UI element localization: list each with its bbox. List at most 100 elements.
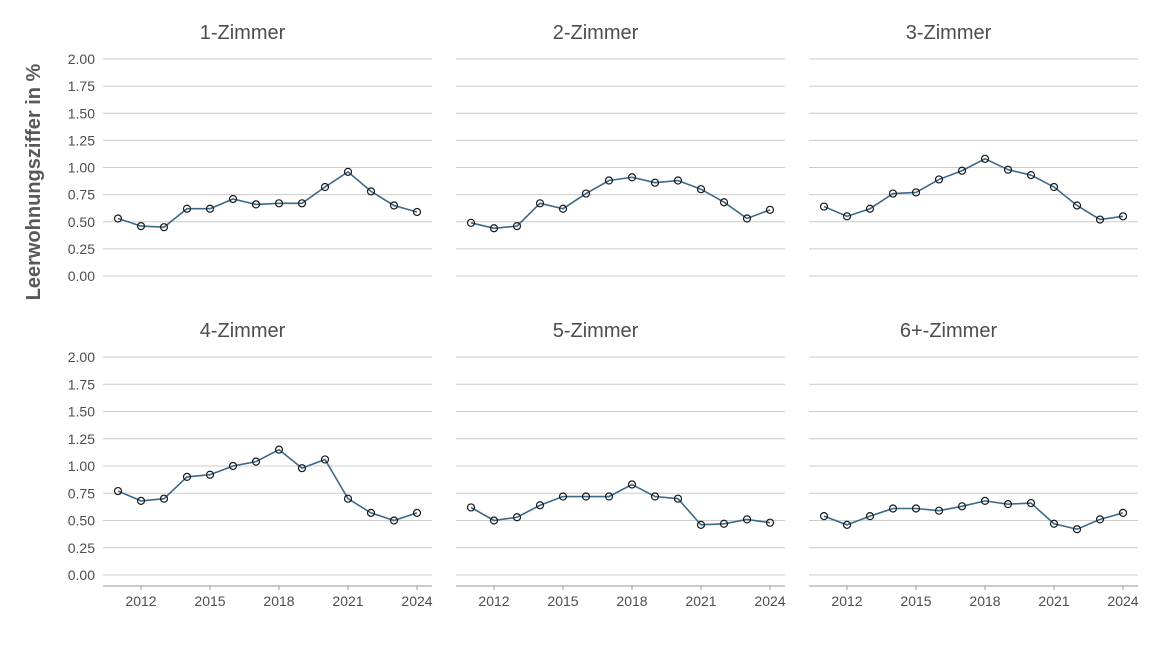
x-tick-label: 2012 (831, 593, 862, 609)
x-tick-label: 2012 (125, 593, 156, 609)
facet-2-Zimmer: 2-Zimmer (456, 22, 785, 277)
facet-title: 1-Zimmer (200, 22, 286, 44)
data-point (1095, 215, 1105, 224)
data-point (274, 199, 284, 208)
x-tick-label: 2024 (1107, 593, 1138, 609)
data-point (673, 494, 683, 503)
facet-title: 3-Zimmer (906, 22, 992, 44)
data-point (957, 166, 967, 175)
data-point (558, 204, 568, 213)
facet-title: 2-Zimmer (553, 22, 639, 44)
y-tick-label: 1.75 (68, 376, 95, 392)
data-point (320, 455, 330, 464)
data-point (696, 185, 706, 194)
x-tick-label: 2021 (1038, 593, 1069, 609)
data-point (136, 221, 146, 231)
data-point (742, 515, 752, 524)
data-point (182, 204, 192, 213)
data-point (934, 175, 944, 184)
data-point (489, 224, 499, 233)
data-point (1118, 212, 1128, 221)
data-point (297, 464, 307, 473)
data-point (159, 494, 169, 503)
facet-5-Zimmer: 5-Zimmer 2012 2015 2018 2021 2024 (456, 320, 786, 609)
data-point (719, 519, 729, 528)
data-point (535, 199, 545, 208)
data-point (650, 178, 660, 187)
data-point (558, 492, 568, 501)
data-point (604, 492, 614, 501)
y-tick-label: 1.75 (68, 78, 95, 94)
y-tick-label: 1.00 (68, 458, 95, 474)
data-point (343, 167, 353, 176)
y-tick-label: 0.25 (68, 540, 95, 556)
data-point (489, 516, 499, 525)
data-point (819, 512, 829, 521)
y-tick-label: 2.00 (68, 51, 95, 67)
y-tick-label: 0.75 (68, 485, 95, 501)
data-point (136, 496, 146, 505)
x-tick-label: 2015 (547, 593, 578, 609)
y-tick-label: 0.00 (68, 567, 95, 583)
y-tick-label: 1.50 (68, 105, 95, 121)
y-tick-label: 0.75 (68, 187, 95, 203)
series-line (470, 483, 771, 526)
data-point (228, 194, 238, 204)
series-line (470, 176, 771, 230)
data-point (343, 494, 353, 503)
data-point (1026, 170, 1036, 180)
data-point (650, 492, 660, 501)
y-tick-label: 1.25 (68, 431, 95, 447)
data-point (205, 470, 215, 479)
facet-4-Zimmer: 4-Zimmer 0.00 0.25 0.50 0.75 1.00 1.25 1.50 1.75… (68, 320, 433, 609)
y-tick-label: 0.25 (68, 241, 95, 257)
x-tick-label: 2015 (900, 593, 931, 609)
x-tick-label: 2018 (263, 593, 294, 609)
data-point (673, 176, 683, 185)
data-point (512, 513, 522, 522)
data-point (251, 457, 261, 466)
data-point (911, 188, 921, 197)
series-line (117, 170, 418, 228)
x-tick-label: 2015 (194, 593, 225, 609)
data-point (389, 201, 399, 210)
data-point (581, 492, 591, 501)
data-point (742, 214, 752, 223)
data-point (1095, 515, 1105, 524)
data-point (466, 218, 476, 227)
data-point (274, 445, 284, 454)
data-point (865, 512, 875, 521)
data-point (842, 520, 852, 529)
y-tick-label: 1.00 (68, 160, 95, 176)
facet-6+-Zimmer: 6+-Zimmer 2012 2015 2018 2021 2024 (809, 320, 1139, 609)
data-point (627, 480, 637, 489)
data-point (113, 214, 123, 223)
data-point (1118, 508, 1128, 517)
x-tick-label: 2018 (616, 593, 647, 609)
data-point (627, 173, 637, 182)
facet-title: 4-Zimmer (200, 320, 286, 342)
facet-3-Zimmer: 3-Zimmer (809, 22, 1138, 277)
data-point (696, 520, 706, 529)
data-point (389, 516, 399, 525)
y-tick-label: 0.50 (68, 513, 95, 529)
data-point (205, 204, 215, 213)
data-point (1049, 182, 1059, 192)
data-point (980, 154, 990, 163)
data-point (412, 508, 422, 517)
data-point (1026, 498, 1036, 508)
data-point (159, 223, 169, 232)
data-point (888, 189, 898, 198)
y-tick-label: 0.00 (68, 268, 95, 284)
series-line (823, 157, 1124, 221)
data-point (182, 472, 192, 481)
x-tick-label: 2012 (478, 593, 509, 609)
x-tick-label: 2021 (332, 593, 363, 609)
data-point (934, 506, 944, 515)
series-line (823, 500, 1124, 531)
data-point (765, 205, 775, 214)
data-point (819, 202, 829, 211)
series-line (117, 448, 418, 522)
data-point (113, 486, 123, 496)
x-tick-label: 2018 (969, 593, 1000, 609)
